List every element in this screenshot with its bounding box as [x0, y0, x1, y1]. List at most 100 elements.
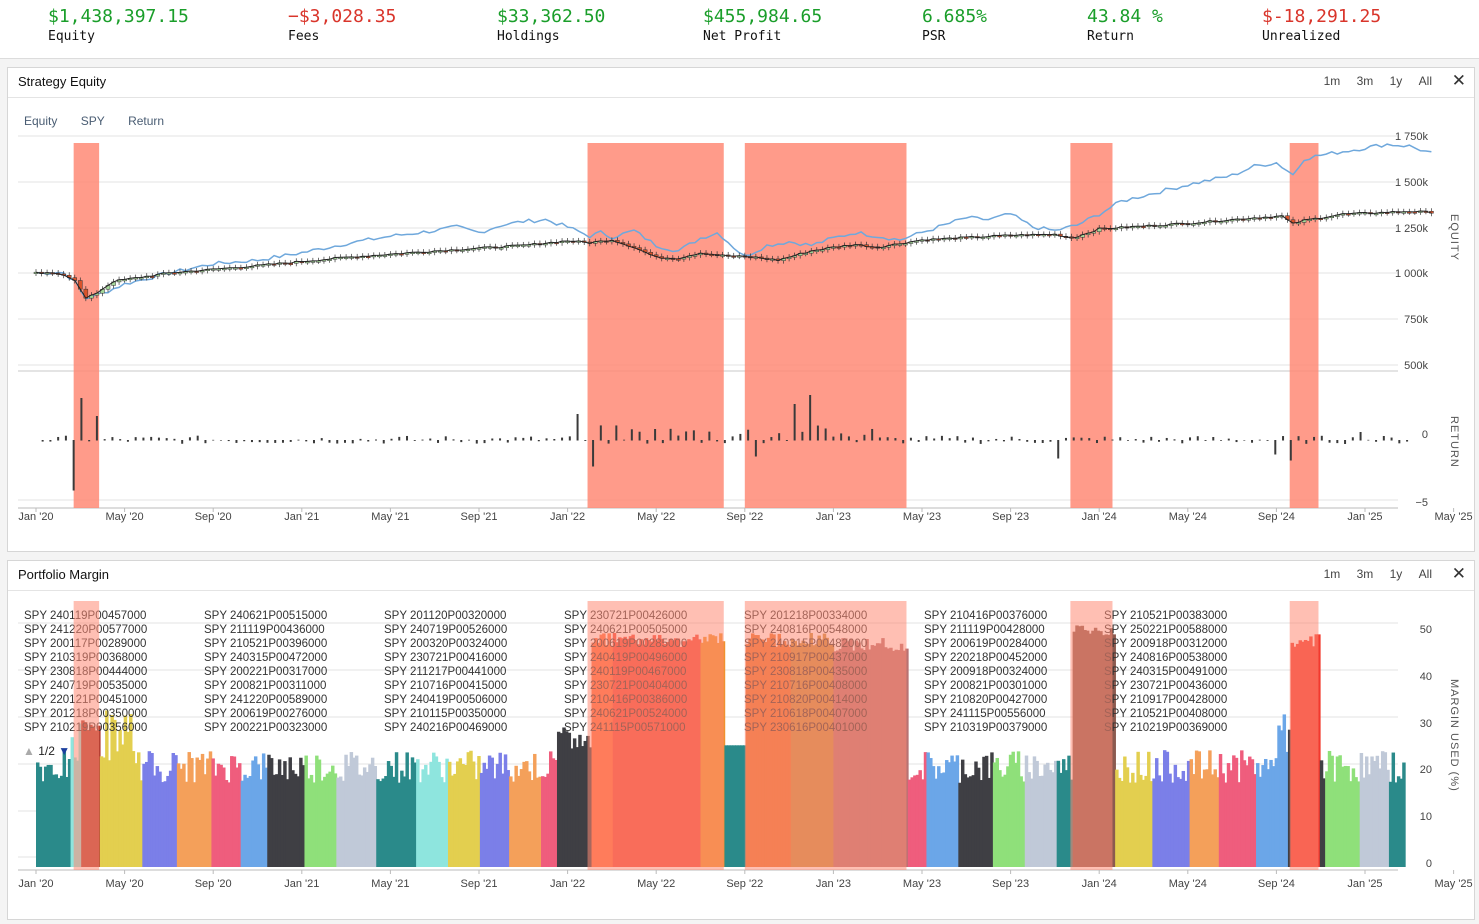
margin-bar [155, 766, 160, 867]
range-1m-button[interactable]: 1m [1323, 567, 1341, 581]
margin-bar [102, 757, 106, 867]
margin-bar [277, 759, 282, 867]
margin-bar [1162, 750, 1167, 867]
margin-bar [1008, 754, 1013, 867]
range-all-button[interactable]: All [1418, 567, 1432, 581]
margin-bar [559, 733, 564, 867]
x-tick-label: Jan '24 [1082, 511, 1117, 523]
margin-bar [740, 745, 744, 867]
margin-bar [1168, 773, 1172, 867]
return-bar [716, 440, 719, 442]
range-1y-button[interactable]: 1y [1389, 567, 1403, 581]
margin-bar [307, 778, 311, 867]
margin-bar [503, 754, 508, 867]
margin-bar [447, 761, 452, 867]
page-down-icon[interactable]: ▼ [58, 744, 71, 758]
margin-bar [67, 759, 72, 867]
return-bar [80, 398, 83, 441]
page-indicator: 1/2 [38, 744, 55, 758]
margin-bar [1261, 765, 1265, 867]
margin-bar [1131, 772, 1135, 867]
range-1m-button[interactable]: 1m [1323, 74, 1341, 88]
stat-value: $455,984.65 [703, 6, 823, 27]
margin-bar [992, 762, 997, 867]
legend-entry: SPY 200221P00317000 [204, 666, 327, 678]
range-1y-button[interactable]: 1y [1389, 74, 1403, 88]
margin-bar [469, 750, 473, 867]
margin-bar [349, 752, 354, 867]
margin-bar [1027, 772, 1031, 867]
panel-title: Strategy Equity [18, 74, 107, 89]
margin-bar [105, 710, 109, 867]
return-bar [1088, 438, 1091, 441]
legend-entry: SPY 210820P00427000 [924, 694, 1047, 706]
legend-entry: SPY 200221P00323000 [204, 722, 327, 734]
margin-bar [59, 775, 64, 867]
margin-bar [381, 778, 385, 867]
range-3m-button[interactable]: 3m [1356, 567, 1374, 581]
margin-bar [200, 753, 205, 867]
margin-bar [490, 757, 494, 867]
stat-label: Equity [48, 29, 95, 44]
margin-bar [1335, 756, 1340, 867]
margin-bar [416, 759, 420, 867]
return-bar [801, 431, 804, 441]
return-bar [902, 440, 905, 444]
margin-bar [1258, 776, 1263, 867]
return-bar [553, 438, 556, 441]
margin-bar [453, 773, 457, 867]
return-bar [832, 436, 835, 441]
margin-bar [57, 778, 61, 867]
legend-return[interactable]: Return [128, 114, 165, 128]
margin-tick-50: 50 [1420, 624, 1432, 636]
legend-spy[interactable]: SPY [80, 114, 105, 128]
margin-bar [328, 771, 332, 867]
return-bar [754, 440, 757, 457]
return-bar [351, 440, 354, 444]
margin-bar [238, 763, 242, 867]
return-bar [243, 440, 246, 442]
return-bar [592, 440, 595, 467]
margin-bar [49, 764, 53, 867]
return-bar [126, 440, 129, 442]
x-tick-label: Sep '23 [992, 878, 1029, 890]
range-all-button[interactable]: All [1418, 74, 1432, 88]
legend-equity[interactable]: Equity [24, 114, 58, 128]
margin-bar [1032, 756, 1037, 867]
margin-bar [1181, 770, 1186, 867]
margin-bar [1237, 782, 1241, 867]
margin-bar [551, 758, 556, 867]
range-3m-button[interactable]: 3m [1356, 74, 1374, 88]
close-icon[interactable]: ✕ [1451, 71, 1466, 90]
margin-bar [450, 775, 455, 867]
margin-bar [511, 781, 516, 867]
margin-bar [1367, 774, 1372, 867]
page-up-icon[interactable]: ▲ [23, 744, 35, 758]
margin-bar [461, 764, 465, 867]
margin-bar [1343, 765, 1348, 867]
margin-bar [1123, 756, 1127, 867]
margin-bar [519, 769, 524, 867]
return-bar [266, 440, 269, 443]
return-bar [250, 440, 253, 443]
x-tick-label: Jan '21 [284, 878, 319, 890]
return-bar [188, 437, 191, 441]
return-bar [1375, 440, 1378, 442]
margin-bar [187, 752, 191, 867]
chart-legend: Equity SPY Return [24, 114, 184, 128]
return-bar [1235, 440, 1238, 443]
legend-entry: SPY 200619P00276000 [204, 708, 327, 720]
return-tick-0: 0 [1422, 429, 1428, 441]
stat-value: $1,438,397.15 [48, 6, 189, 27]
margin-bar [729, 745, 734, 867]
margin-bar [1144, 775, 1148, 867]
margin-bar [288, 757, 292, 867]
return-bar [530, 436, 533, 441]
return-bar [1305, 440, 1308, 444]
return-bar [1289, 440, 1292, 461]
margin-bar [1341, 766, 1345, 867]
margin-bar [176, 763, 181, 867]
margin-bar [206, 758, 210, 867]
close-icon[interactable]: ✕ [1451, 564, 1466, 583]
margin-bar [248, 776, 253, 867]
